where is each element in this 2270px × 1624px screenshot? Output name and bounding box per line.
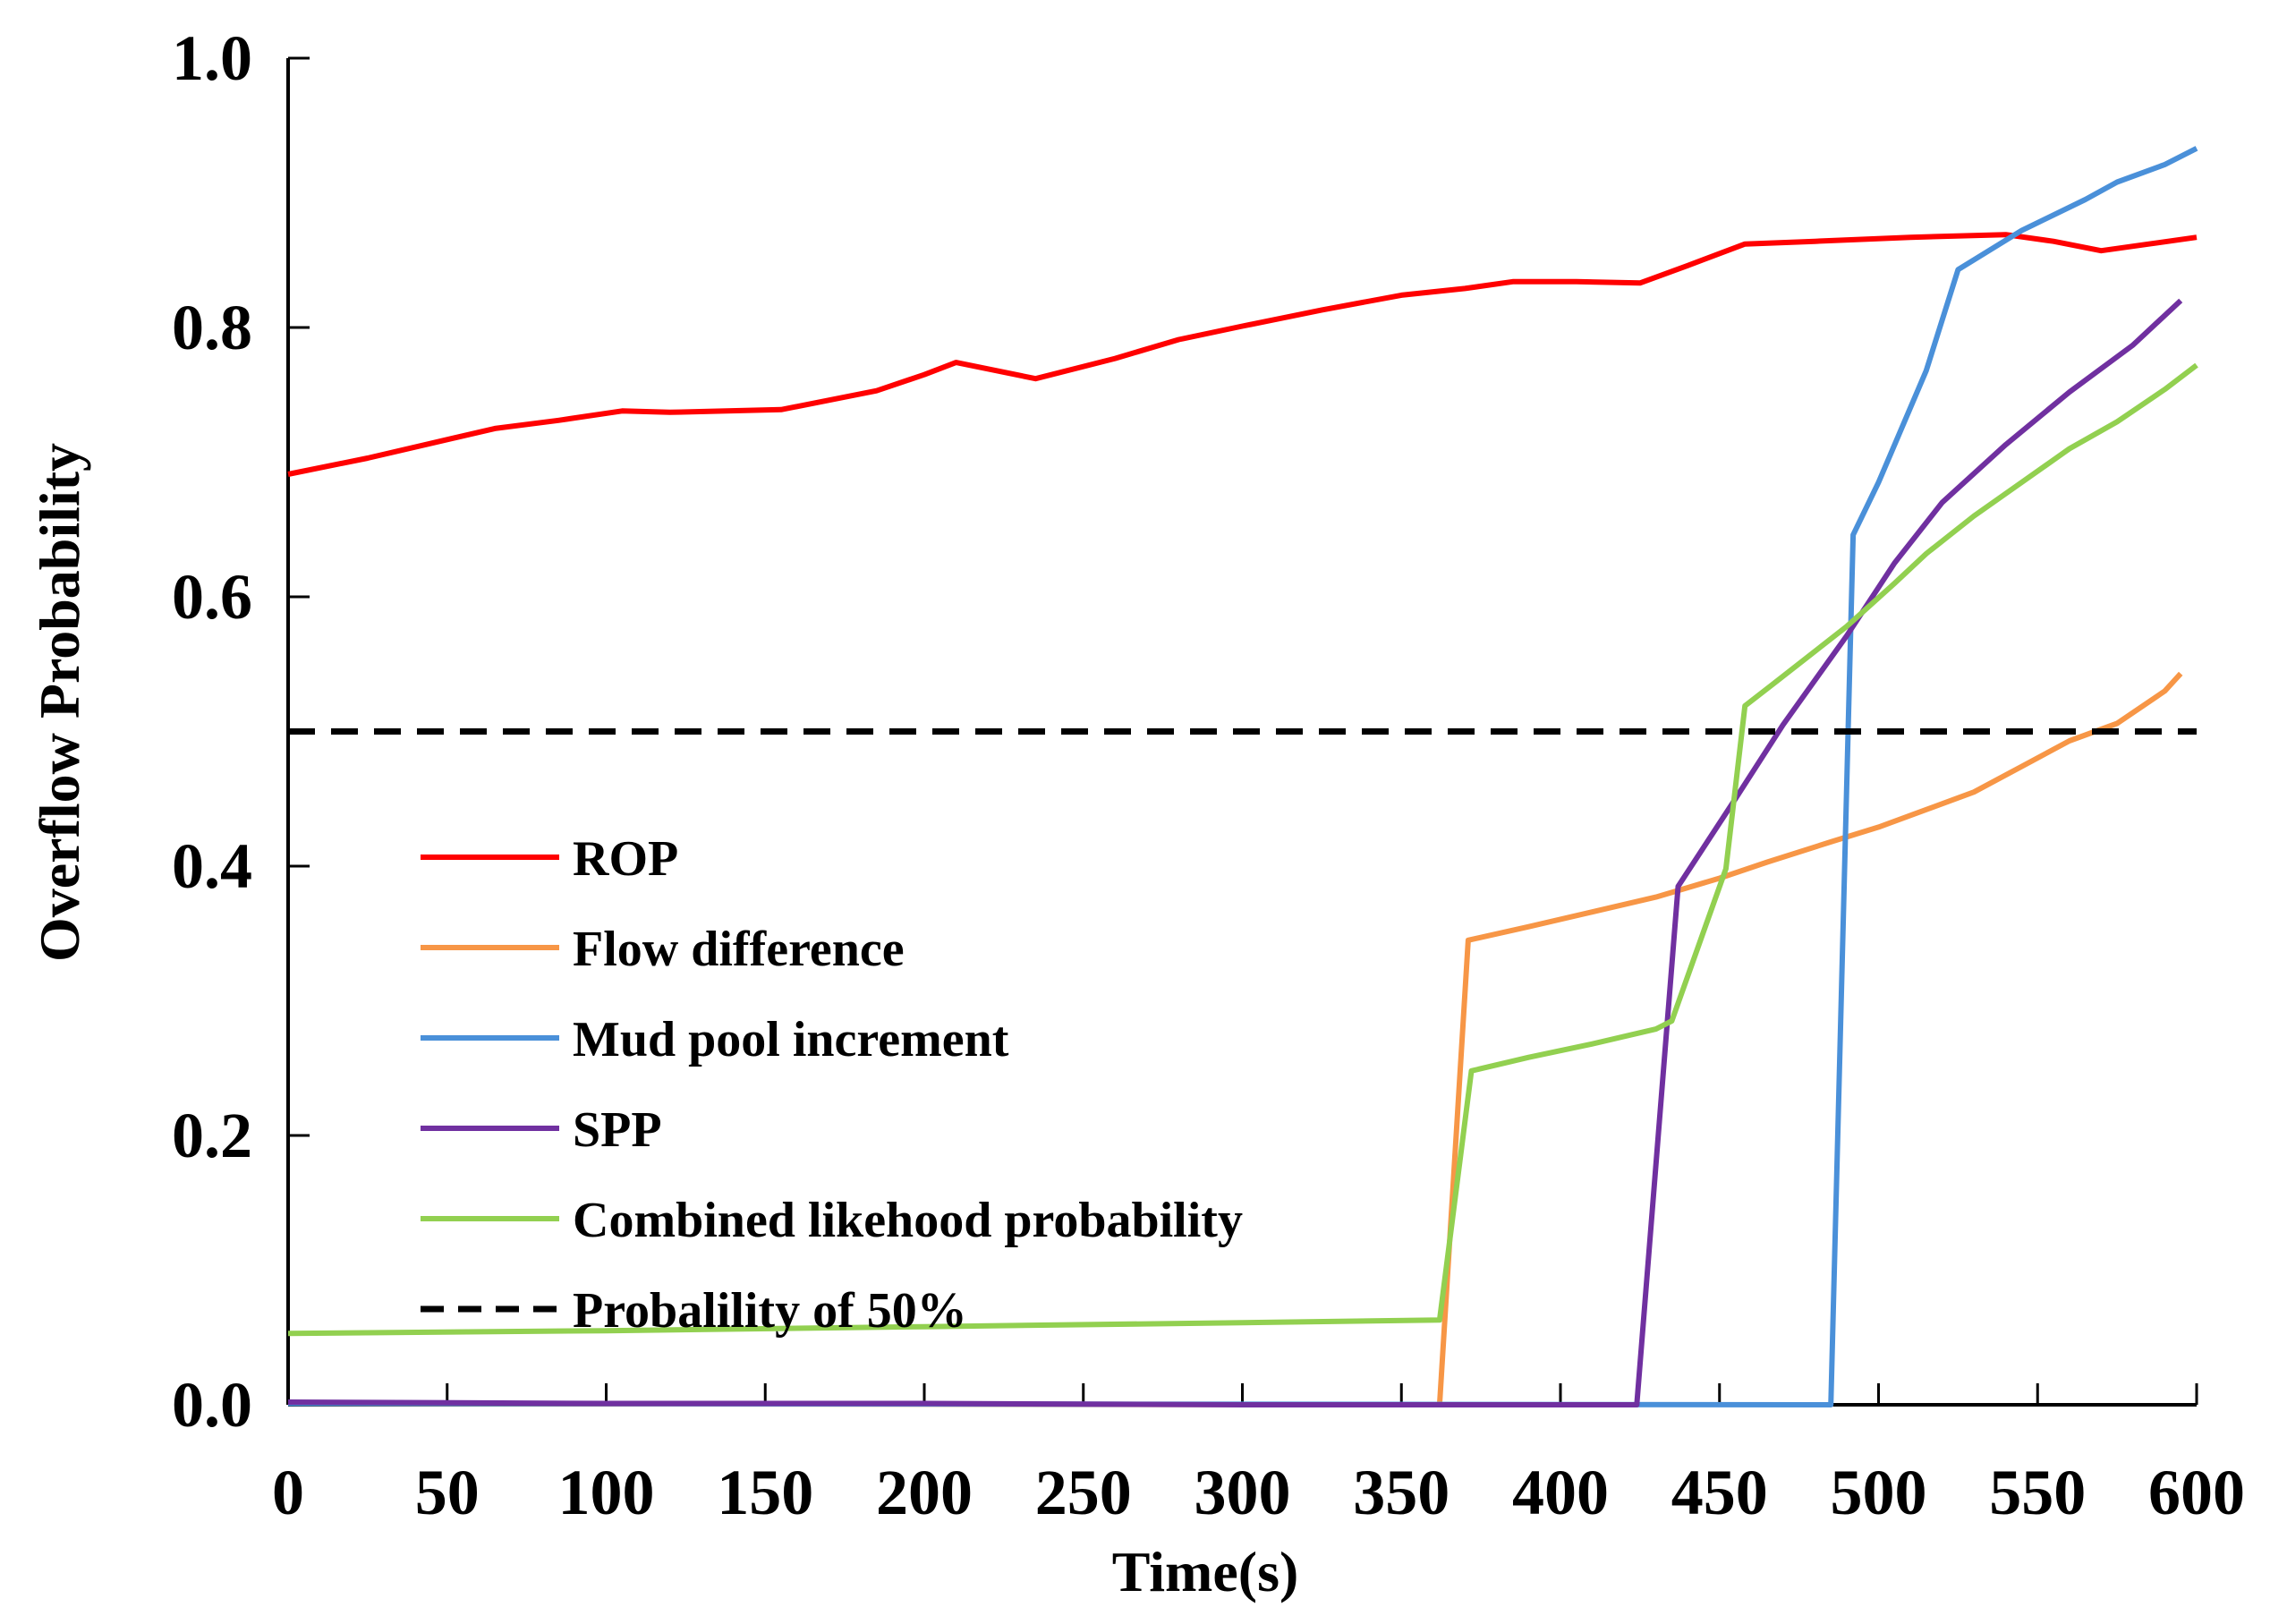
y-tick-label: 0.0 xyxy=(172,1369,252,1441)
x-tick-label: 0 xyxy=(272,1457,304,1528)
y-axis-title: Overflow Probability xyxy=(28,443,91,962)
x-tick-label: 300 xyxy=(1195,1457,1291,1528)
x-tick-label: 200 xyxy=(876,1457,973,1528)
x-tick-label: 500 xyxy=(1831,1457,1927,1528)
legend-label-probalility-of-50: Probalility of 50% xyxy=(573,1283,967,1339)
y-tick-label: 1.0 xyxy=(172,22,252,94)
legend: ROP Flow difference Mud pool increment SPP C… xyxy=(421,831,1243,1339)
series-line-rop xyxy=(287,232,2198,477)
y-axis-ticks: 0.0 0.2 0.4 0.6 0.8 1.0 xyxy=(172,22,310,1441)
x-tick-label: 550 xyxy=(1989,1457,2086,1528)
series-line-spp xyxy=(287,298,2183,1407)
legend-label-flow-difference: Flow difference xyxy=(573,922,905,977)
y-tick-label: 0.4 xyxy=(172,830,252,902)
legend-label-mud-pool-increment: Mud pool increment xyxy=(573,1012,1009,1067)
y-tick-label: 0.8 xyxy=(172,292,252,363)
x-tick-label: 350 xyxy=(1353,1457,1450,1528)
x-axis-title: Time(s) xyxy=(1112,1540,1299,1603)
legend-label-combined-likehood-probability: Combined likehood probability xyxy=(573,1193,1243,1248)
x-tick-label: 250 xyxy=(1035,1457,1132,1528)
series-line-combined-likehood-probability xyxy=(287,362,2198,1337)
x-tick-label: 450 xyxy=(1671,1457,1768,1528)
x-tick-label: 600 xyxy=(2148,1457,2245,1528)
plot-area: 0.0 0.2 0.4 0.6 0.8 1.0 0 50 100 150 200 250 300 350… xyxy=(172,22,2245,1528)
x-tick-label: 100 xyxy=(558,1457,655,1528)
y-tick-label: 0.6 xyxy=(172,561,252,633)
legend-label-spp: SPP xyxy=(573,1102,662,1158)
x-tick-label: 400 xyxy=(1512,1457,1609,1528)
x-axis-ticks: 0 50 100 150 200 250 300 350 400 450 500 550 600 xyxy=(272,1383,2245,1528)
series-lines xyxy=(287,146,2198,1407)
x-tick-label: 150 xyxy=(717,1457,813,1528)
series-line-mud-pool-increment xyxy=(287,146,2198,1407)
legend-label-rop: ROP xyxy=(573,831,678,887)
y-tick-label: 0.2 xyxy=(172,1100,252,1171)
x-tick-label: 50 xyxy=(415,1457,480,1528)
series-line-flow-difference xyxy=(287,671,2183,1407)
